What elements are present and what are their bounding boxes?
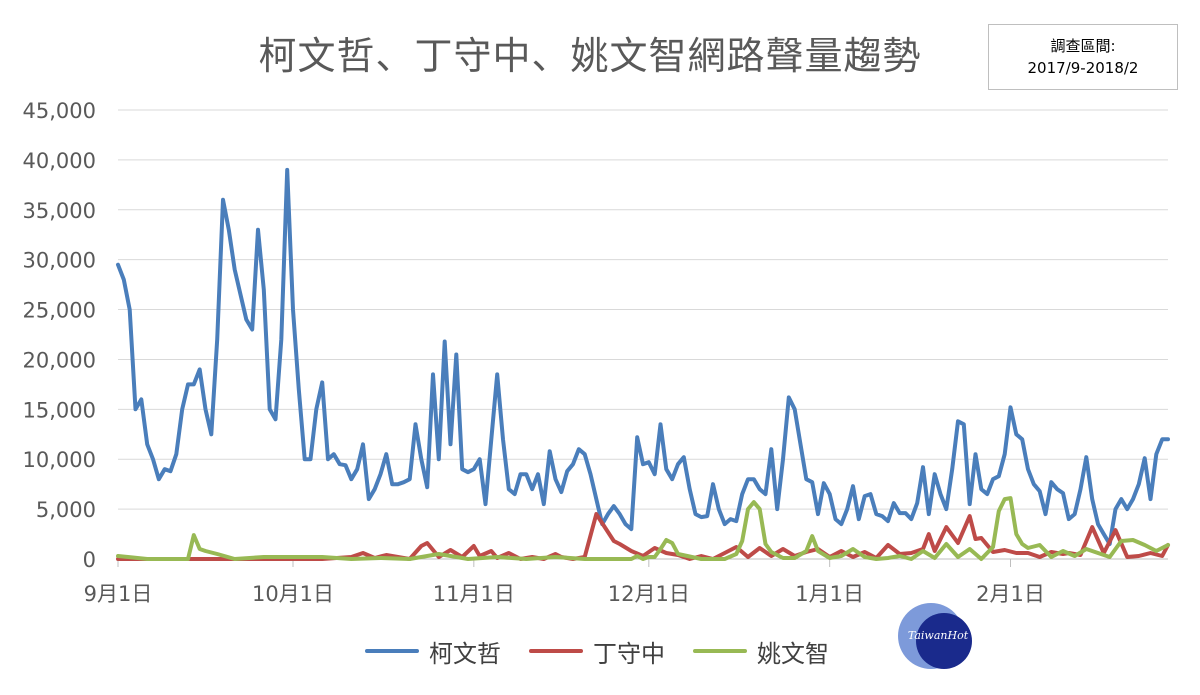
y-tick-label: 40,000	[23, 149, 96, 173]
logo-circle-front	[916, 613, 972, 669]
legend-swatch-yao	[693, 649, 747, 653]
legend-item-ko: 柯文哲	[365, 634, 501, 669]
legend-swatch-ko	[365, 649, 419, 653]
series-line-ting	[116, 512, 1170, 561]
taiwanhot-logo: TaiwanHot	[898, 603, 978, 673]
series-line-ko	[116, 167, 1170, 546]
y-tick-label: 35,000	[23, 199, 96, 223]
y-tick-label: 45,000	[23, 99, 96, 123]
chart-legend: 柯文哲 丁守中 姚文智	[365, 634, 829, 669]
y-tick-label: 0	[83, 548, 96, 572]
legend-label-ting: 丁守中	[593, 639, 665, 668]
legend-item-yao: 姚文智	[693, 634, 829, 669]
series-line-yao	[116, 496, 1170, 561]
legend-label-ko: 柯文哲	[429, 639, 501, 668]
legend-swatch-ting	[529, 649, 583, 653]
legend-label-yao: 姚文智	[757, 639, 829, 668]
chart-title: 柯文哲、丁守中、姚文智網路聲量趨勢	[258, 34, 922, 78]
logo-text: TaiwanHot	[907, 629, 969, 642]
y-tick-label: 5,000	[36, 498, 96, 522]
y-tick-label: 20,000	[23, 348, 96, 372]
x-tick-label: 11月1日	[433, 582, 515, 606]
x-tick-label: 10月1日	[252, 582, 334, 606]
y-tick-label: 25,000	[23, 299, 96, 323]
y-tick-label: 15,000	[23, 398, 96, 422]
y-tick-label: 10,000	[23, 448, 96, 472]
survey-period-label: 調查區間:	[1050, 37, 1116, 55]
x-tick-label: 12月1日	[608, 582, 690, 606]
survey-period-box: 調查區間: 2017/9-2018/2	[988, 24, 1178, 90]
survey-period-value: 2017/9-2018/2	[1027, 59, 1139, 77]
x-tick-label: 2月1日	[976, 582, 1045, 606]
x-tick-label: 1月1日	[795, 582, 864, 606]
legend-item-ting: 丁守中	[529, 634, 665, 669]
y-tick-label: 30,000	[23, 249, 96, 273]
x-tick-label: 9月1日	[84, 582, 153, 606]
